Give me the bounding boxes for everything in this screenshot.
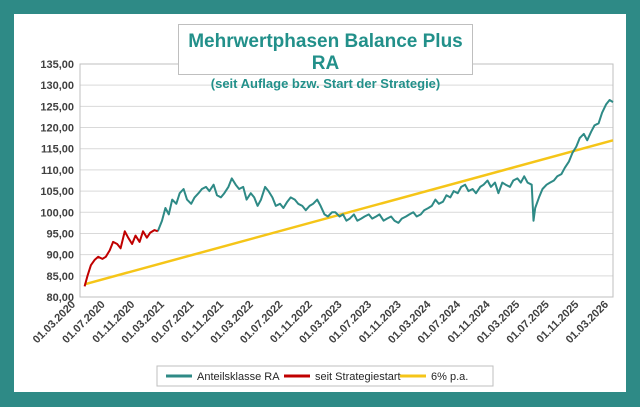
series-line-seit-strategiestart [83, 229, 159, 287]
x-axis-ticks: 01.03.202001.07.202001.11.202001.03.2021… [31, 298, 611, 346]
y-tick-label: 135,00 [40, 59, 74, 71]
legend-box [156, 365, 494, 387]
plot-border [79, 63, 614, 298]
y-axis-ticks: 80,00 85,00 90,00 95,00 100,00 105,00 110,00 11… [40, 59, 74, 304]
y-tick-label: 90,00 [46, 250, 74, 262]
grid-lines [79, 63, 614, 298]
legend-label: Anteilsklasse RA [197, 371, 280, 383]
legend-label: 6% p.a. [431, 371, 468, 383]
legend: Anteilsklasse RA seit Strategiestart 6% p.… [156, 365, 494, 387]
y-tick-label: 85,00 [46, 271, 74, 283]
y-tick-label: 100,00 [40, 207, 74, 219]
series-lines [83, 99, 614, 287]
y-tick-label: 105,00 [40, 186, 74, 198]
series-line-anteilsklasse-ra [156, 99, 614, 232]
series-line-6-p-a [84, 139, 614, 286]
legend-label: seit Strategiestart [315, 371, 401, 383]
title-box: Mehrwertphasen Balance Plus RA (seit Auf… [178, 24, 473, 91]
chart-title: Mehrwertphasen Balance Plus RA [188, 31, 463, 74]
y-tick-label: 125,00 [40, 101, 74, 113]
y-tick-label: 80,00 [46, 292, 74, 304]
y-tick-label: 95,00 [46, 228, 74, 240]
y-tick-label: 110,00 [41, 165, 74, 177]
y-tick-label: 130,00 [40, 80, 74, 92]
y-tick-label: 120,00 [40, 123, 74, 135]
y-tick-label: 115,00 [41, 144, 74, 156]
chart-subtitle: (seit Auflage bzw. Start der Strategie) [210, 76, 441, 91]
